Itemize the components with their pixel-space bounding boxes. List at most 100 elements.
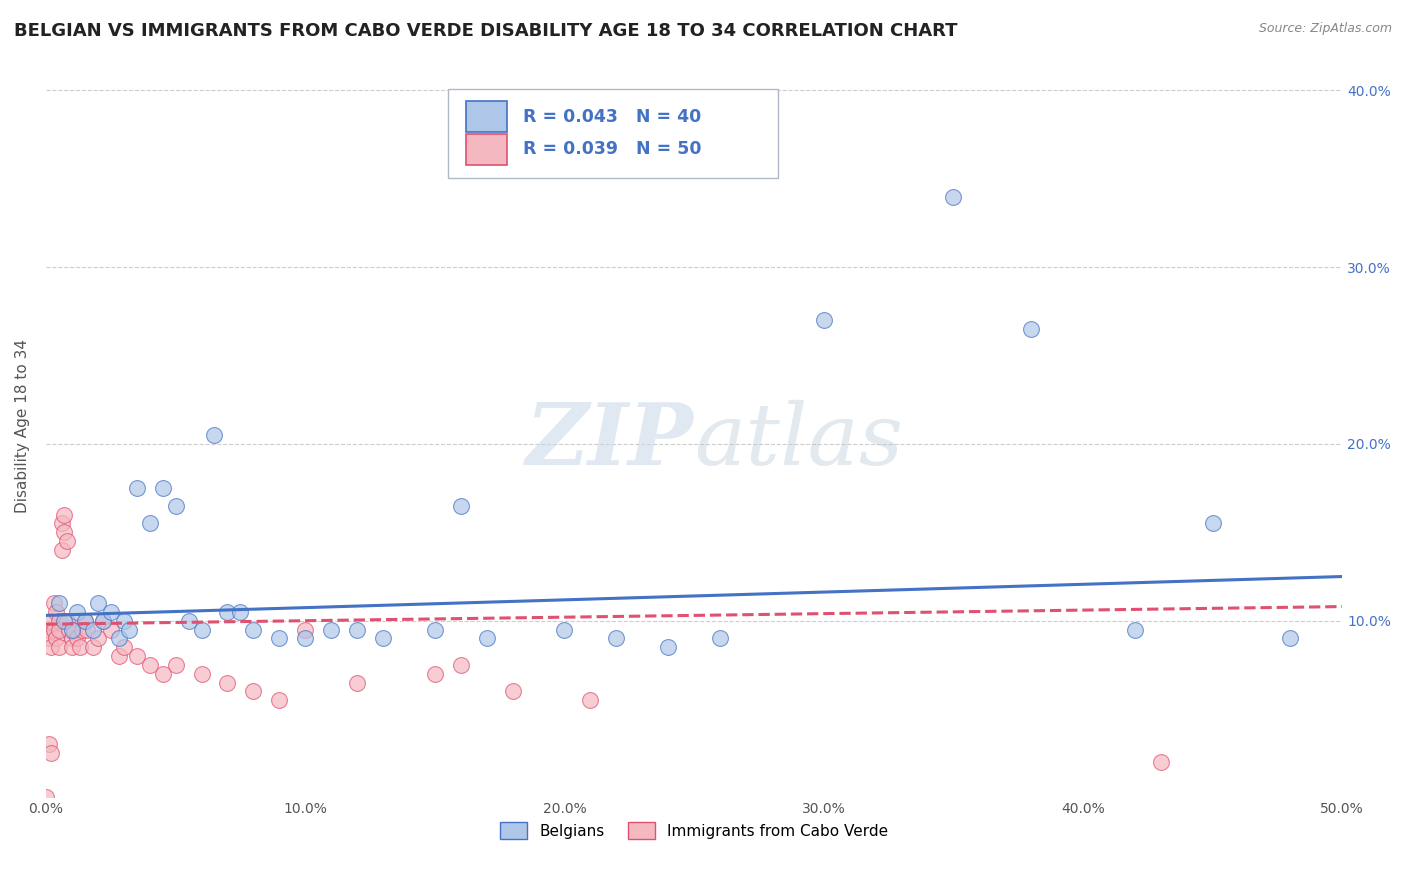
Text: atlas: atlas bbox=[695, 400, 903, 483]
Point bbox=[190, 623, 212, 637]
Point bbox=[63, 623, 86, 637]
Point bbox=[107, 648, 129, 663]
Point bbox=[100, 605, 122, 619]
Point bbox=[346, 675, 368, 690]
Point bbox=[87, 596, 110, 610]
Point bbox=[190, 666, 212, 681]
Point bbox=[138, 516, 160, 531]
Point bbox=[73, 614, 96, 628]
Point bbox=[39, 640, 62, 655]
Point bbox=[60, 640, 83, 655]
Point bbox=[53, 525, 76, 540]
Point bbox=[450, 657, 472, 672]
Point bbox=[423, 666, 446, 681]
Point bbox=[39, 746, 62, 760]
Text: ZIP: ZIP bbox=[526, 400, 695, 483]
Point bbox=[217, 605, 239, 619]
Point bbox=[229, 605, 252, 619]
Point bbox=[1150, 755, 1173, 769]
Point bbox=[553, 623, 575, 637]
Text: Source: ZipAtlas.com: Source: ZipAtlas.com bbox=[1258, 22, 1392, 36]
Text: R = 0.039   N = 50: R = 0.039 N = 50 bbox=[523, 140, 702, 159]
Point bbox=[321, 623, 343, 637]
Point bbox=[66, 632, 89, 646]
Point bbox=[55, 614, 77, 628]
Point bbox=[48, 640, 70, 655]
Point bbox=[657, 640, 679, 655]
Point bbox=[371, 632, 394, 646]
Point bbox=[1019, 322, 1042, 336]
Point bbox=[87, 632, 110, 646]
Point bbox=[60, 632, 83, 646]
Point bbox=[48, 623, 70, 637]
Point bbox=[73, 614, 96, 628]
Point bbox=[502, 684, 524, 698]
Point bbox=[100, 623, 122, 637]
Point bbox=[45, 632, 67, 646]
Point bbox=[82, 640, 104, 655]
Point bbox=[177, 614, 200, 628]
Point bbox=[152, 666, 174, 681]
Point bbox=[579, 693, 602, 707]
Point bbox=[138, 657, 160, 672]
FancyBboxPatch shape bbox=[465, 134, 508, 165]
Point bbox=[813, 313, 835, 327]
Point bbox=[48, 596, 70, 610]
Point bbox=[1279, 632, 1302, 646]
Point bbox=[269, 693, 291, 707]
Point bbox=[38, 632, 60, 646]
Point bbox=[294, 623, 316, 637]
Legend: Belgians, Immigrants from Cabo Verde: Belgians, Immigrants from Cabo Verde bbox=[494, 815, 894, 846]
Point bbox=[91, 614, 114, 628]
Point bbox=[242, 684, 264, 698]
Y-axis label: Disability Age 18 to 34: Disability Age 18 to 34 bbox=[15, 339, 30, 513]
Point bbox=[48, 614, 70, 628]
Point bbox=[125, 648, 148, 663]
Point bbox=[38, 623, 60, 637]
FancyBboxPatch shape bbox=[449, 88, 779, 178]
Point bbox=[269, 632, 291, 646]
Point bbox=[217, 675, 239, 690]
Point bbox=[53, 508, 76, 522]
Point bbox=[165, 657, 187, 672]
Point bbox=[107, 632, 129, 646]
Point bbox=[204, 428, 226, 442]
Point bbox=[39, 614, 62, 628]
FancyBboxPatch shape bbox=[465, 101, 508, 132]
Point bbox=[450, 499, 472, 513]
Point bbox=[91, 614, 114, 628]
Point bbox=[42, 623, 65, 637]
Point bbox=[42, 596, 65, 610]
Point bbox=[294, 632, 316, 646]
Point bbox=[53, 614, 76, 628]
Point bbox=[112, 640, 135, 655]
Point bbox=[152, 481, 174, 495]
Point bbox=[82, 623, 104, 637]
Point bbox=[60, 623, 83, 637]
Point bbox=[709, 632, 731, 646]
Point bbox=[66, 605, 89, 619]
Point bbox=[1123, 623, 1146, 637]
Point bbox=[51, 516, 73, 531]
Point bbox=[118, 623, 141, 637]
Point bbox=[38, 738, 60, 752]
Point bbox=[51, 543, 73, 558]
Point bbox=[165, 499, 187, 513]
Text: R = 0.043   N = 40: R = 0.043 N = 40 bbox=[523, 108, 702, 126]
Point bbox=[605, 632, 627, 646]
Point bbox=[69, 640, 91, 655]
Point bbox=[346, 623, 368, 637]
Point bbox=[125, 481, 148, 495]
Point bbox=[76, 623, 98, 637]
Point bbox=[242, 623, 264, 637]
Point bbox=[112, 614, 135, 628]
Point bbox=[35, 790, 58, 805]
Point bbox=[72, 623, 94, 637]
Point bbox=[942, 189, 965, 203]
Point bbox=[45, 605, 67, 619]
Point bbox=[475, 632, 498, 646]
Point bbox=[58, 623, 80, 637]
Point bbox=[423, 623, 446, 637]
Point bbox=[55, 534, 77, 549]
Text: BELGIAN VS IMMIGRANTS FROM CABO VERDE DISABILITY AGE 18 TO 34 CORRELATION CHART: BELGIAN VS IMMIGRANTS FROM CABO VERDE DI… bbox=[14, 22, 957, 40]
